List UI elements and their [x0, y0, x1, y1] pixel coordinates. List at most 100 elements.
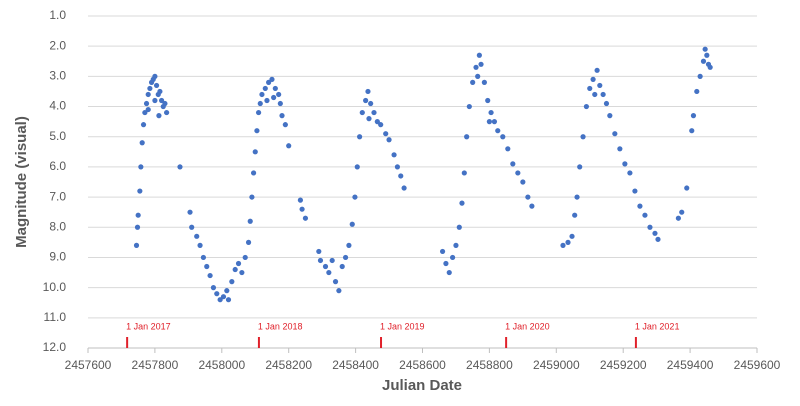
- data-point: [152, 97, 158, 104]
- data-point: [580, 134, 586, 140]
- y-tick-label: 8.0: [49, 219, 66, 233]
- data-point: [247, 218, 253, 224]
- data-point: [249, 194, 255, 200]
- data-point: [398, 173, 404, 179]
- data-point: [139, 140, 145, 146]
- data-point: [336, 288, 342, 294]
- y-tick-label: 9.0: [49, 250, 66, 264]
- data-point: [235, 260, 242, 267]
- data-point: [684, 185, 690, 191]
- data-point: [470, 79, 476, 85]
- data-point: [297, 197, 304, 203]
- data-point: [505, 146, 511, 152]
- data-point: [363, 97, 369, 104]
- data-point: [143, 100, 150, 107]
- data-point: [450, 254, 456, 261]
- data-point: [329, 257, 335, 264]
- data-point: [264, 97, 270, 104]
- x-tick-label: 2459600: [734, 358, 781, 372]
- annotation-label: 1 Jan 2020: [505, 321, 550, 331]
- data-point: [583, 103, 590, 110]
- data-point: [158, 97, 165, 104]
- data-point: [322, 263, 329, 270]
- data-point: [697, 73, 703, 79]
- data-point: [642, 212, 648, 218]
- data-point: [617, 146, 623, 152]
- data-point: [632, 188, 638, 194]
- y-axis-title: Magnitude (visual): [13, 116, 30, 248]
- x-tick-label: 2457800: [132, 358, 179, 372]
- data-point: [277, 100, 283, 107]
- data-point: [255, 109, 262, 116]
- data-point: [332, 279, 339, 285]
- data-point: [652, 230, 658, 236]
- data-point: [603, 100, 610, 107]
- annotation-label: 1 Jan 2021: [635, 321, 680, 331]
- data-point: [704, 52, 710, 58]
- data-point: [177, 164, 183, 170]
- data-point: [257, 100, 263, 107]
- data-point: [456, 224, 462, 230]
- data-point: [187, 209, 193, 215]
- data-point: [607, 113, 613, 119]
- data-point: [214, 291, 220, 297]
- data-point: [439, 248, 446, 255]
- data-point: [189, 224, 195, 230]
- data-point: [134, 224, 141, 230]
- data-point: [224, 288, 230, 294]
- data-point: [647, 224, 653, 230]
- data-point: [197, 242, 203, 248]
- data-point: [637, 203, 643, 209]
- y-tick-label: 5.0: [49, 129, 66, 143]
- data-point: [276, 91, 282, 98]
- data-point: [485, 97, 491, 104]
- data-point: [592, 91, 598, 98]
- data-point: [510, 161, 516, 167]
- data-point: [443, 260, 449, 267]
- data-point: [612, 131, 618, 137]
- data-point: [453, 242, 459, 248]
- data-point: [352, 194, 358, 200]
- data-point: [520, 179, 526, 185]
- data-point: [655, 236, 661, 242]
- data-point: [250, 170, 257, 176]
- x-tick-label: 2457600: [65, 358, 112, 372]
- data-point: [386, 137, 392, 143]
- data-point: [252, 149, 258, 155]
- data-point: [574, 194, 580, 200]
- data-point: [476, 52, 482, 58]
- data-point: [401, 185, 407, 191]
- data-point: [326, 269, 332, 276]
- data-point: [694, 88, 700, 95]
- data-point: [164, 109, 170, 116]
- data-point: [689, 128, 695, 134]
- data-point: [162, 100, 168, 107]
- data-point: [286, 143, 292, 149]
- data-point: [339, 263, 345, 270]
- data-point: [220, 294, 227, 300]
- data-point: [486, 119, 492, 125]
- data-point: [700, 58, 707, 64]
- data-point: [371, 109, 377, 116]
- annotation-label: 1 Jan 2017: [126, 321, 171, 331]
- data-point: [342, 254, 349, 261]
- x-tick-label: 2458600: [399, 358, 446, 372]
- data-point: [259, 91, 265, 98]
- data-point: [299, 206, 305, 212]
- data-point: [271, 94, 277, 101]
- y-tick-label: 6.0: [49, 159, 66, 173]
- annotation-label: 1 Jan 2018: [258, 321, 303, 331]
- data-point: [282, 122, 288, 128]
- data-point: [473, 64, 479, 70]
- y-tick-label: 3.0: [49, 69, 66, 83]
- data-point: [368, 100, 374, 107]
- data-point: [210, 285, 217, 291]
- data-point: [349, 221, 355, 227]
- data-point: [254, 128, 260, 134]
- data-point: [495, 128, 501, 134]
- data-point: [475, 73, 481, 79]
- data-point: [152, 73, 158, 79]
- data-point: [529, 203, 535, 209]
- y-tick-label: 10.0: [43, 280, 67, 294]
